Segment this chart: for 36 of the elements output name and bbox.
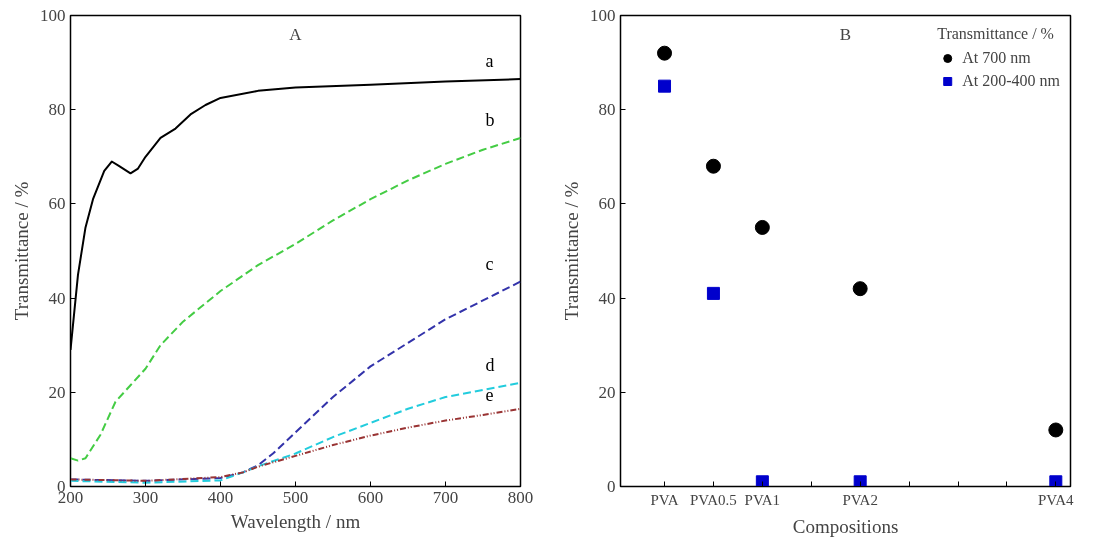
series-label: d xyxy=(485,354,495,375)
y-tick-label: 40 xyxy=(48,288,66,308)
x-tick-label: 300 xyxy=(132,487,159,507)
y-tick-label: 80 xyxy=(48,100,66,120)
x-axis-title: Wavelength / nm xyxy=(230,510,361,532)
series-label: a xyxy=(485,51,494,72)
x-tick-label: PVA2 xyxy=(842,491,878,508)
series-label: c xyxy=(485,253,494,274)
y-tick-label: 80 xyxy=(598,100,616,120)
series-label: b xyxy=(485,109,495,130)
text: B xyxy=(839,24,852,44)
legend-label: At 200-400 nm xyxy=(962,72,1060,90)
y-tick-label: 100 xyxy=(40,6,66,25)
x-tick-label: 600 xyxy=(357,487,384,507)
legend-title: Transmittance / % xyxy=(937,25,1055,43)
y-tick-label: 60 xyxy=(598,194,616,214)
y-tick-label: 40 xyxy=(598,288,616,308)
text: A xyxy=(289,24,303,44)
x-tick-label: 800 xyxy=(507,487,534,507)
y-tick-label: 100 xyxy=(590,6,616,25)
series-label: e xyxy=(485,384,494,405)
x-tick-label: 400 xyxy=(207,487,234,507)
x-tick-label: 700 xyxy=(432,487,459,507)
y-tick-label: 20 xyxy=(598,382,616,402)
x-tick-label: PVA1 xyxy=(744,491,781,508)
y-axis-title: Transmittance / % xyxy=(11,181,32,321)
y-tick-label: 60 xyxy=(48,194,66,214)
x-tick-label: 500 xyxy=(282,487,309,507)
y-axis-title: Transmittance / % xyxy=(561,181,582,321)
y-tick-label: 20 xyxy=(48,382,66,402)
x-tick-label: PVA4 xyxy=(1038,491,1075,508)
x-axis-title: Compositions xyxy=(792,515,899,537)
y-tick-label: 0 xyxy=(607,477,616,496)
legend-label: At 700 nm xyxy=(962,49,1031,67)
x-tick-label: PVA0.5 xyxy=(690,491,737,508)
x-tick-label: PVA xyxy=(650,491,679,508)
